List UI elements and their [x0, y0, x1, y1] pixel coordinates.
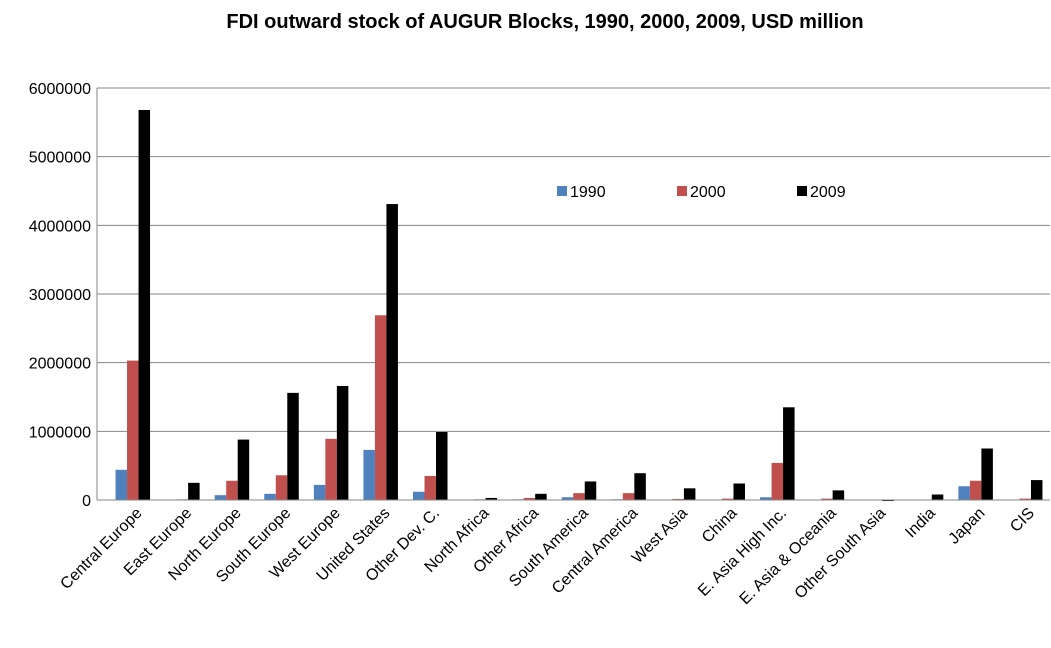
- x-tick-label: CIS: [1007, 505, 1038, 536]
- x-tick-label: E. Asia & Oceania: [737, 505, 840, 608]
- bar: [127, 360, 139, 500]
- bar: [287, 392, 299, 500]
- bar: [561, 497, 574, 500]
- bar: [721, 498, 734, 500]
- bar: [336, 386, 349, 500]
- x-tick-label: Central Europe: [57, 505, 145, 593]
- bar: [424, 475, 437, 500]
- bar: [214, 495, 227, 500]
- bar: [325, 438, 337, 500]
- bar: [882, 500, 894, 502]
- bar: [573, 493, 585, 500]
- bar: [1030, 480, 1043, 500]
- bar: [931, 494, 944, 500]
- bar: [363, 449, 375, 500]
- legend-label: 2009: [810, 184, 846, 201]
- legend-label: 2000: [690, 184, 726, 201]
- bar: [771, 462, 784, 500]
- legend-swatch: [677, 186, 687, 196]
- bar: [264, 493, 276, 500]
- bar: [958, 486, 970, 500]
- legend-label: 1990: [570, 184, 606, 201]
- y-tick-label: 1000000: [29, 424, 91, 441]
- bar: [535, 493, 547, 500]
- bar: [832, 490, 845, 500]
- y-tick-label: 4000000: [29, 218, 91, 235]
- y-tick-label: 0: [82, 493, 91, 510]
- bar: [821, 498, 833, 500]
- bar: [413, 491, 425, 500]
- bar: [275, 475, 288, 500]
- x-tick-label: E. Asia High Inc.: [695, 505, 790, 600]
- bar: [374, 315, 387, 500]
- bar: [672, 498, 684, 500]
- y-tick-label: 2000000: [29, 356, 91, 373]
- bar: [313, 484, 326, 500]
- x-tick-label: Japan: [946, 505, 989, 548]
- bar: [783, 407, 795, 500]
- bar: [386, 204, 398, 500]
- x-tick-label: Other South Asia: [792, 505, 890, 603]
- bar: [1019, 498, 1031, 500]
- bar: [760, 497, 772, 500]
- x-tick-label: Central America: [549, 505, 642, 598]
- bar: [683, 488, 696, 500]
- bar: [622, 493, 635, 500]
- y-tick-label: 5000000: [29, 150, 91, 167]
- bar: [115, 469, 128, 500]
- bar: [485, 497, 498, 500]
- bar: [226, 480, 238, 500]
- bar: [733, 483, 745, 500]
- legend-swatch: [797, 186, 807, 196]
- bar: [436, 432, 448, 500]
- bar: [584, 481, 597, 500]
- bar: [237, 439, 250, 500]
- bar: [969, 480, 982, 500]
- x-tick-label: India: [902, 505, 939, 542]
- bar: [138, 109, 151, 501]
- bar: [523, 497, 536, 500]
- legend-swatch: [557, 186, 567, 196]
- chart-title: FDI outward stock of AUGUR Blocks, 1990,…: [226, 11, 863, 33]
- bar: [981, 448, 993, 500]
- y-tick-label: 3000000: [29, 287, 91, 304]
- y-tick-label: 6000000: [29, 81, 91, 98]
- bar: [188, 482, 200, 500]
- bar: [634, 473, 646, 500]
- x-tick-label: China: [699, 505, 741, 547]
